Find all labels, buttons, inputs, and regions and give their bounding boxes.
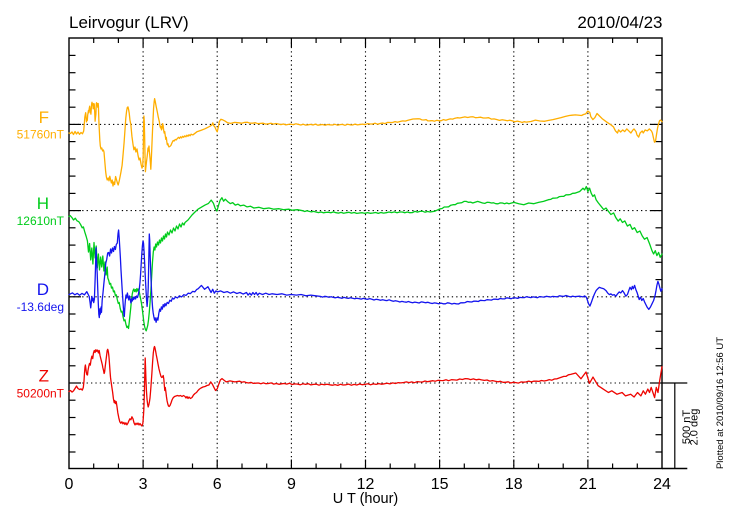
svg-text:D: D: [37, 280, 49, 299]
svg-text:F: F: [39, 108, 49, 127]
svg-text:Leirvogur (LRV): Leirvogur (LRV): [69, 13, 189, 32]
svg-text:50200nT: 50200nT: [17, 386, 65, 400]
svg-text:6: 6: [213, 476, 222, 493]
svg-text:51760nT: 51760nT: [17, 128, 65, 142]
svg-text:21: 21: [579, 476, 597, 493]
svg-text:24: 24: [653, 476, 671, 493]
svg-text:Plotted at 2010/09/16 12:56 UT: Plotted at 2010/09/16 12:56 UT: [715, 337, 726, 469]
svg-text:0: 0: [65, 476, 74, 493]
svg-text:H: H: [37, 194, 49, 213]
svg-text:500 nT: 500 nT: [681, 410, 693, 445]
svg-text:-13.6deg: -13.6deg: [17, 300, 64, 314]
svg-text:18: 18: [505, 476, 523, 493]
svg-text:15: 15: [431, 476, 449, 493]
svg-text:12610nT: 12610nT: [17, 214, 65, 228]
svg-text:3: 3: [139, 476, 148, 493]
svg-text:2.0 deg: 2.0 deg: [689, 409, 701, 446]
svg-text:9: 9: [287, 476, 296, 493]
svg-text:12: 12: [357, 476, 375, 493]
svg-text:2010/04/23: 2010/04/23: [577, 13, 662, 32]
svg-text:Z: Z: [39, 366, 49, 385]
svg-text:U T (hour): U T (hour): [333, 491, 399, 507]
